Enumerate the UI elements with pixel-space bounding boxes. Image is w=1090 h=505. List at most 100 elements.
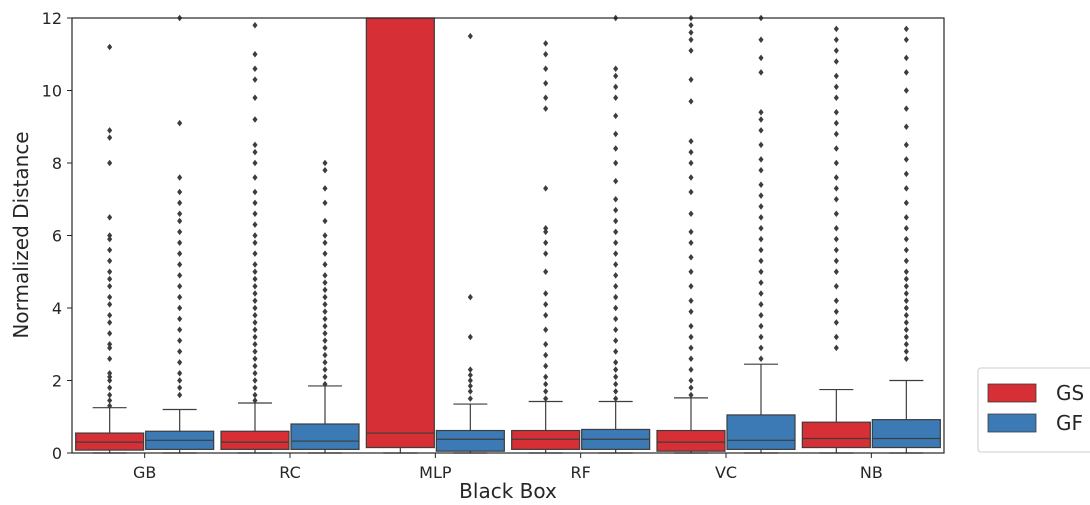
outlier-point [833,83,839,91]
outlier-point [613,196,619,203]
outlier-point [833,174,839,181]
outlier-point [758,257,764,265]
outlier-point [613,388,619,395]
outlier-point [177,272,183,279]
outlier-point [758,156,764,163]
outlier-point [833,185,839,192]
outlier-point [252,384,258,391]
box-GS-GB [75,43,145,454]
outlier-point [613,83,619,91]
box-iqr [365,17,435,449]
outlier-point [758,322,764,330]
box-GS-MLP [365,17,435,454]
box-iqr [511,429,581,450]
outlier-point [903,141,909,149]
outlier-point [322,261,328,268]
x-tick-label: NB [860,463,883,482]
outlier-point [322,301,328,308]
outlier-point [322,337,328,344]
outlier-point [543,388,549,395]
box-GF-VC [726,14,796,454]
outlier-point [252,210,258,217]
outlier-point [613,239,619,246]
box-GF-NB [871,25,941,454]
outlier-point [758,36,764,43]
outlier-point [177,261,183,268]
outlier-point [107,268,113,275]
outlier-point [543,326,549,333]
outlier-point [177,283,183,290]
outlier-point [833,225,839,232]
outlier-point [252,261,258,268]
outlier-point [107,246,113,254]
outlier-point [177,210,183,217]
outlier-point [758,301,764,308]
outlier-point [543,239,549,246]
box-iqr [290,423,360,450]
plot-frame [71,17,945,454]
outlier-point [252,397,258,404]
outlier-point [107,232,113,239]
outlier-point [903,283,909,290]
outlier-point [107,159,113,167]
y-axis-label: Normalized Distance [9,131,33,338]
outlier-point [613,283,619,290]
outlier-point [833,130,839,138]
outlier-point [903,105,909,112]
outlier-point [833,159,839,167]
outlier-point [252,304,258,312]
outlier-point [177,377,183,384]
legend-swatch-GF [987,413,1037,433]
outlier-point [758,69,764,76]
outlier-point [252,94,258,101]
outlier-point [252,326,258,333]
outlier-point [107,257,113,265]
outlier-point [688,254,694,261]
outlier-point [107,214,113,221]
outlier-point [107,275,113,283]
box-iqr [726,414,796,450]
outlier-point [467,382,473,390]
outlier-point [322,330,328,337]
outlier-point [177,188,183,196]
outlier-point [833,246,839,254]
outlier-point [613,272,619,279]
outlier-point [613,65,619,72]
outlier-point [107,293,113,301]
legend-swatch-GS [987,383,1037,403]
outlier-point [903,36,909,43]
outlier-point [107,384,113,391]
box-iqr [435,429,505,452]
outlier-point [903,312,909,319]
outlier-point [903,87,909,94]
outlier-point [543,395,549,402]
outlier-point [613,177,619,185]
outlier-point [322,373,328,381]
outlier-point [613,228,619,236]
box-GS-NB [801,25,871,454]
outlier-point [833,47,839,54]
outlier-point [903,214,909,221]
outlier-point [322,308,328,315]
outlier-point [903,348,909,355]
box-GF-MLP [435,32,505,454]
outlier-point [903,235,909,243]
y-tick-label: 10 [42,82,62,101]
outlier-point [613,326,619,333]
outlier-point [107,235,113,243]
chart-marks [75,14,941,454]
outlier-point [903,25,909,33]
outlier-point [467,371,473,379]
x-tick-label: VC [715,463,737,482]
outlier-point [177,326,183,333]
outlier-point [688,159,694,167]
outlier-point [688,228,694,236]
outlier-point [543,268,549,275]
outlier-point [252,283,258,290]
outlier-point [903,54,909,62]
outlier-point [252,362,258,370]
outlier-point [543,380,549,388]
outlier-point [107,341,113,348]
outlier-point [107,355,113,362]
outlier-point [758,235,764,243]
